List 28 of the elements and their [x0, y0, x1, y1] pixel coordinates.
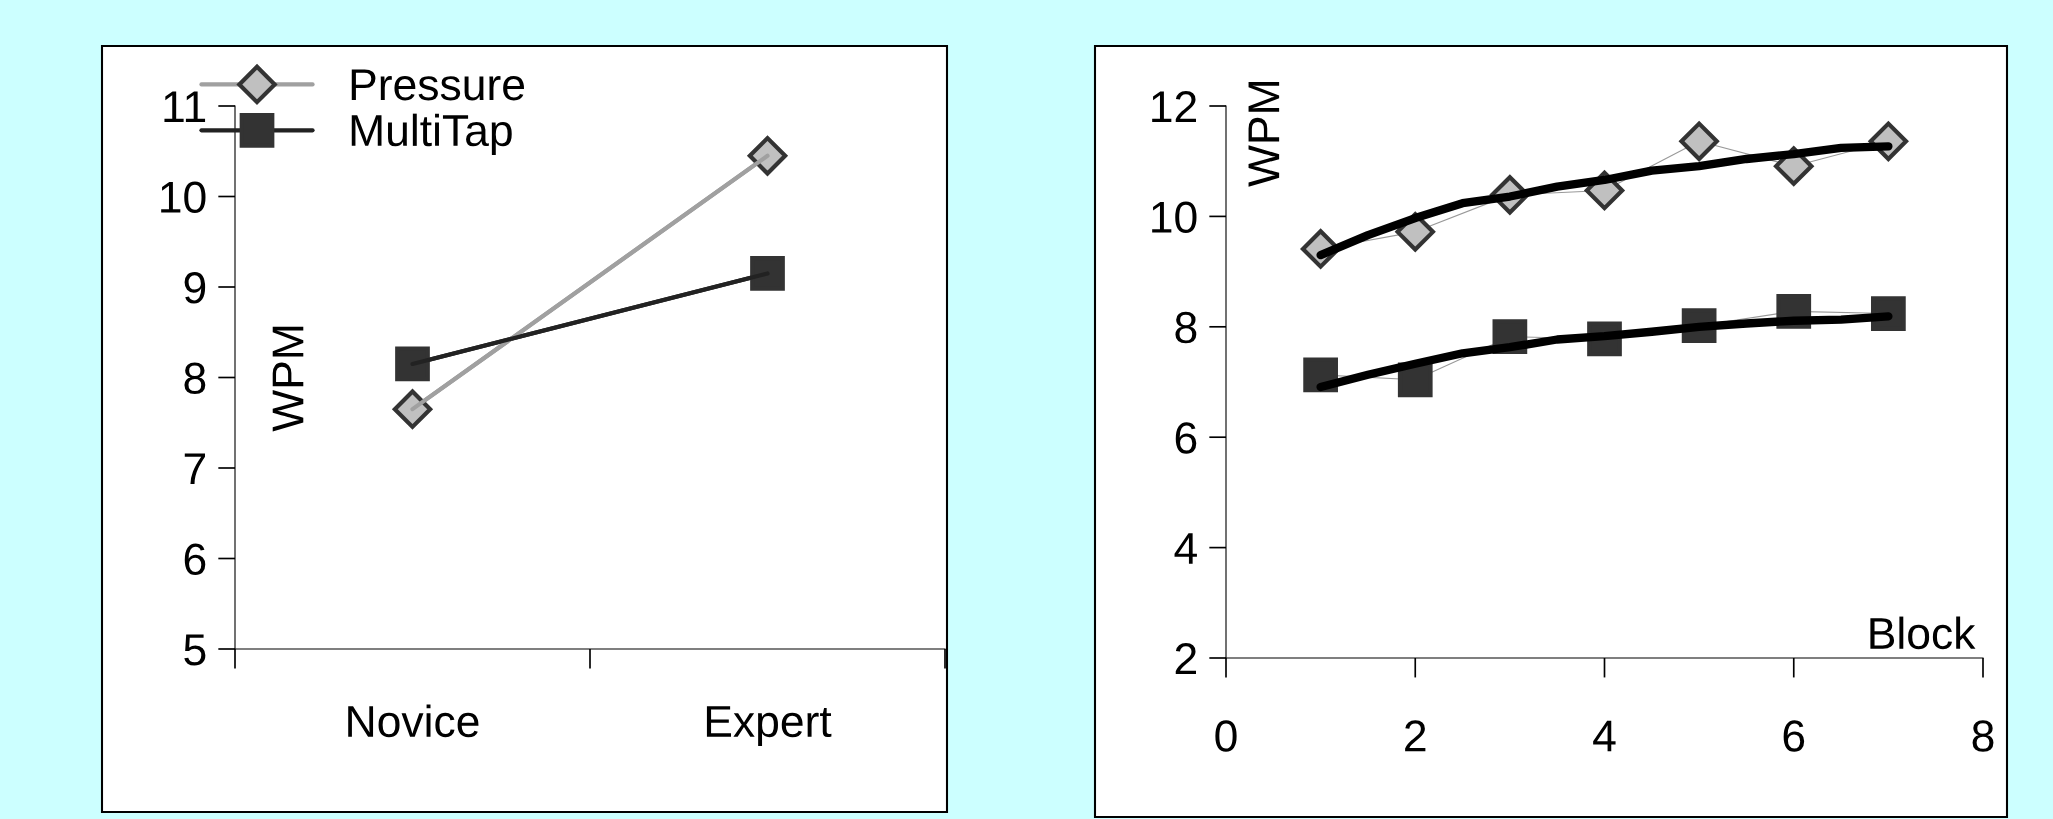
- y-tick-label: 8: [1175, 311, 1197, 344]
- legend-label: MultiTap: [351, 113, 512, 156]
- y-tick-label: 8: [184, 362, 206, 395]
- y-tick-label: 6: [184, 543, 206, 576]
- y-tick-label: 10: [161, 181, 206, 214]
- point: [1679, 121, 1719, 162]
- x-axis-title: Block: [1870, 616, 1976, 650]
- x-tick-label: Novice: [348, 704, 479, 738]
- y-tick-label: 6: [1175, 422, 1197, 454]
- y-tick-label: 12: [1152, 91, 1196, 123]
- x-tick-label: 0: [1215, 720, 1237, 752]
- y-axis-title: WPM: [272, 326, 304, 432]
- legend-label: Pressure: [351, 69, 524, 101]
- y-tick-label: 4: [1174, 533, 1197, 564]
- point: [750, 256, 785, 291]
- x-tick-label: 6: [1783, 720, 1805, 752]
- y-tick-label: 7: [184, 453, 205, 485]
- y-tick-label: 9: [184, 272, 206, 304]
- y-axis-title: WPM: [1248, 82, 1280, 187]
- y-tick-label: 11: [164, 91, 206, 123]
- point: [395, 346, 430, 382]
- y-tick-label: 5: [184, 634, 206, 666]
- y-tick-label: 10: [1152, 201, 1197, 233]
- x-tick-label: Expert: [706, 706, 832, 746]
- y-tick-label: 2: [1175, 643, 1196, 675]
- x-tick-label: 8: [1972, 720, 1994, 752]
- x-tick-label: 4: [1593, 720, 1616, 752]
- x-tick-label: 2: [1405, 720, 1426, 752]
